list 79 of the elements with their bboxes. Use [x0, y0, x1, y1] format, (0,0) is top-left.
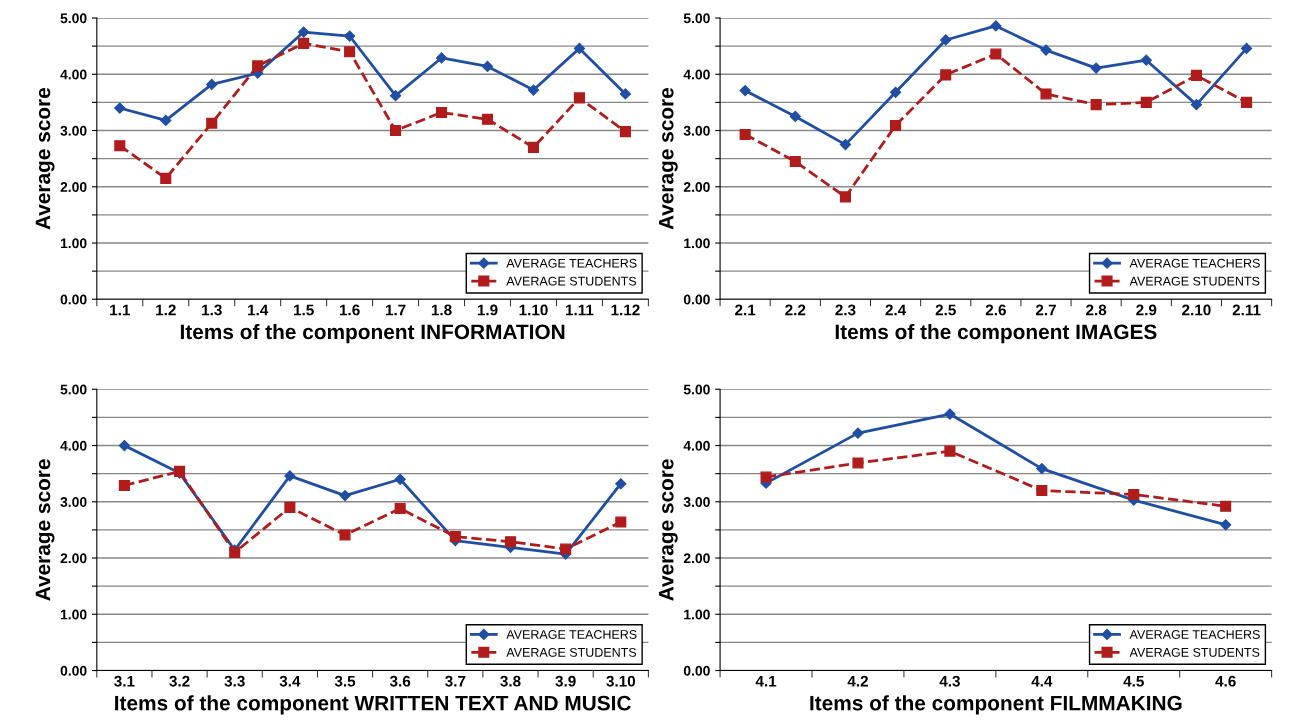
y-tick-label: 4.00 — [60, 440, 87, 451]
y-tick-label: 5.00 — [683, 13, 710, 24]
x-tick-label: 3.6 — [389, 675, 411, 687]
legend-label: AVERAGE STUDENTS — [1129, 647, 1260, 657]
x-tick-label: 3.3 — [224, 675, 245, 687]
y-tick-label: 2.00 — [683, 182, 710, 192]
x-tick-label: 1.6 — [339, 304, 360, 316]
x-tick-label: 1.3 — [202, 304, 222, 316]
y-axis-title: Average score — [659, 87, 678, 230]
x-tick-label: 1.4 — [248, 304, 269, 316]
y-tick-label: 0.00 — [60, 665, 87, 676]
x-tick-label: 2.9 — [1136, 304, 1157, 316]
x-axis-title: Items of the component FILMMAKING — [810, 695, 1182, 715]
x-tick-label: 3.7 — [445, 675, 466, 687]
x-tick-label: 3.4 — [279, 675, 301, 687]
y-axis-title: Average score — [35, 87, 55, 230]
x-tick-label: 3.10 — [606, 675, 636, 687]
legend-label: AVERAGE TEACHERS — [506, 630, 637, 639]
legend-label: AVERAGE STUDENTS — [506, 647, 637, 657]
x-tick-label: 2.10 — [1182, 304, 1211, 316]
legend-label: AVERAGE TEACHERS — [1129, 258, 1260, 268]
y-tick-label: 4.00 — [60, 69, 87, 80]
x-axis-title: Items of the component WRITTEN TEXT AND MUSIC — [115, 695, 631, 715]
x-tick-label: 4.2 — [847, 675, 868, 687]
y-tick-label: 2.00 — [60, 182, 87, 192]
x-tick-label: 4.5 — [1123, 675, 1144, 687]
x-tick-label: 3.8 — [500, 675, 521, 687]
x-tick-label: 2.1 — [735, 304, 756, 316]
y-tick-label: 4.00 — [683, 69, 710, 80]
x-tick-label: 1.1 — [110, 304, 130, 316]
x-tick-label: 3.2 — [169, 675, 190, 687]
y-tick-label: 2.00 — [683, 553, 710, 564]
x-tick-label: 1.2 — [156, 304, 176, 316]
x-tick-label: 3.9 — [555, 675, 576, 687]
y-tick-label: 4.00 — [683, 440, 710, 451]
y-tick-label: 3.00 — [683, 497, 710, 507]
y-tick-label: 0.00 — [683, 294, 710, 305]
x-tick-label: 4.4 — [1031, 675, 1053, 687]
y-tick-label: 0.00 — [683, 665, 710, 676]
x-tick-label: 1.10 — [519, 304, 548, 316]
y-tick-label: 1.00 — [684, 609, 710, 620]
legend-label: AVERAGE STUDENTS — [506, 276, 637, 286]
y-tick-label: 3.00 — [683, 125, 710, 136]
x-tick-label: 4.3 — [939, 675, 960, 687]
y-tick-label: 2.00 — [60, 553, 87, 564]
y-tick-label: 1.00 — [60, 609, 87, 620]
x-tick-label: 1.8 — [431, 304, 452, 316]
x-tick-label: 2.6 — [985, 304, 1006, 316]
y-tick-label: 1.00 — [684, 238, 710, 249]
x-tick-label: 1.9 — [477, 304, 498, 316]
legend-label: AVERAGE TEACHERS — [506, 258, 637, 268]
y-tick-label: 5.00 — [60, 384, 87, 395]
x-tick-label: 2.5 — [935, 304, 956, 316]
x-tick-label: 3.5 — [334, 675, 356, 687]
y-axis-title: Average score — [659, 459, 678, 601]
y-tick-label: 5.00 — [60, 13, 87, 24]
x-tick-label: 2.11 — [1232, 304, 1261, 316]
legend-label: AVERAGE STUDENTS — [1129, 276, 1260, 286]
x-tick-label: 1.5 — [294, 304, 314, 316]
y-axis-title: Average score — [35, 459, 55, 601]
y-tick-label: 5.00 — [683, 384, 710, 395]
y-tick-label: 0.00 — [60, 294, 87, 305]
x-tick-label: 2.3 — [835, 304, 856, 316]
legend-label: AVERAGE TEACHERS — [1129, 630, 1260, 639]
x-tick-label: 1.11 — [565, 304, 594, 316]
y-tick-label: 3.00 — [60, 497, 87, 507]
x-axis-title: Items of the component INFORMATION — [180, 323, 565, 344]
y-tick-label: 3.00 — [60, 125, 87, 136]
x-tick-label: 1.7 — [385, 304, 406, 316]
x-tick-label: 1.12 — [611, 304, 640, 316]
x-tick-label: 3.1 — [114, 675, 135, 687]
x-tick-label: 2.7 — [1035, 304, 1056, 316]
x-tick-label: 4.6 — [1215, 675, 1236, 687]
x-tick-label: 4.1 — [755, 675, 777, 687]
x-tick-label: 2.2 — [785, 304, 806, 316]
x-axis-title: Items of the component IMAGES — [835, 323, 1157, 344]
x-tick-label: 2.8 — [1086, 304, 1107, 316]
y-tick-label: 1.00 — [60, 238, 87, 249]
x-tick-label: 2.4 — [885, 304, 907, 316]
